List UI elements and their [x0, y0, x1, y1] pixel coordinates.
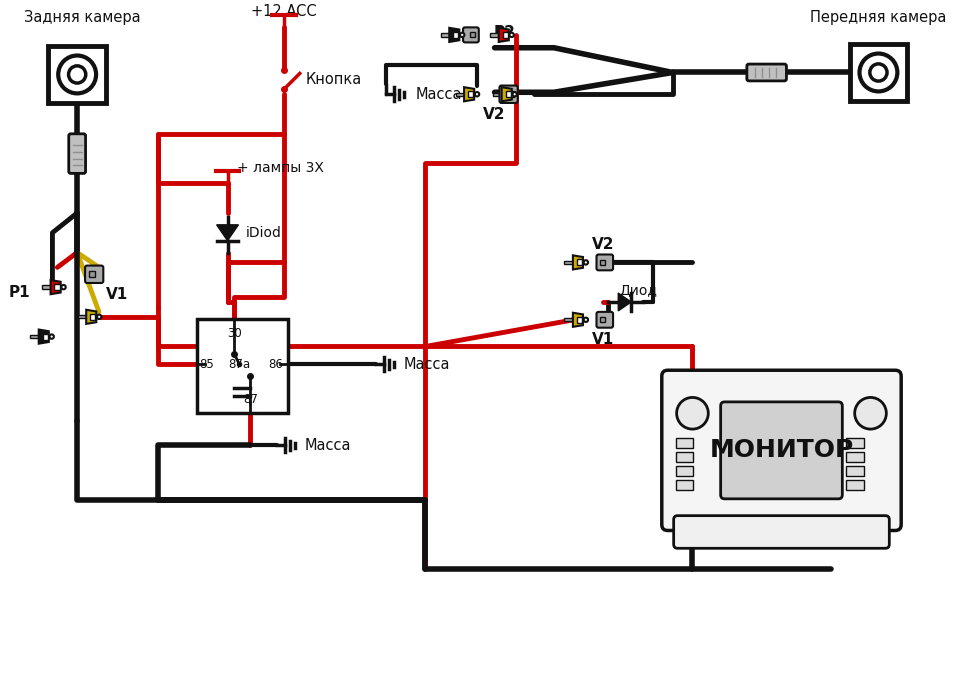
Text: 30: 30 — [228, 327, 242, 340]
Polygon shape — [38, 330, 49, 344]
Bar — [600, 317, 606, 323]
Bar — [55, 284, 60, 290]
FancyBboxPatch shape — [499, 85, 517, 103]
Bar — [676, 480, 693, 490]
Bar — [48, 46, 106, 103]
Text: 85: 85 — [200, 358, 214, 371]
Text: V1: V1 — [106, 286, 128, 302]
Bar — [847, 466, 864, 476]
Circle shape — [460, 33, 465, 37]
Bar — [503, 32, 508, 38]
Text: P2: P2 — [493, 25, 516, 41]
Bar — [564, 318, 574, 321]
Circle shape — [870, 64, 887, 81]
Circle shape — [510, 33, 514, 37]
Bar — [577, 317, 582, 323]
FancyBboxPatch shape — [674, 516, 889, 548]
Polygon shape — [573, 313, 583, 327]
Text: Масса: Масса — [403, 357, 450, 372]
Bar — [847, 480, 864, 490]
Text: 87: 87 — [243, 393, 257, 406]
Text: iDiod: iDiod — [246, 225, 281, 239]
Bar — [491, 33, 499, 36]
FancyBboxPatch shape — [596, 255, 613, 270]
Bar — [90, 314, 95, 320]
Circle shape — [61, 285, 65, 289]
Text: V1: V1 — [592, 332, 614, 347]
Circle shape — [677, 398, 708, 429]
Text: Масса: Масса — [416, 87, 462, 101]
Bar — [31, 335, 39, 338]
Polygon shape — [498, 28, 509, 42]
Circle shape — [50, 335, 54, 339]
Circle shape — [475, 92, 479, 97]
Bar — [493, 92, 502, 96]
Text: + лампы 3X: + лампы 3X — [237, 162, 324, 176]
Text: Масса: Масса — [304, 438, 351, 453]
Bar — [42, 334, 48, 340]
Text: P1: P1 — [9, 285, 31, 300]
Circle shape — [68, 66, 85, 83]
Bar — [577, 260, 582, 265]
Polygon shape — [217, 225, 238, 241]
Bar — [197, 319, 288, 413]
Bar — [508, 91, 514, 97]
Bar — [468, 91, 473, 97]
Polygon shape — [86, 310, 96, 324]
Bar — [456, 92, 465, 96]
Polygon shape — [464, 88, 474, 102]
Circle shape — [59, 55, 96, 93]
Circle shape — [584, 318, 588, 322]
Bar — [42, 286, 52, 289]
Polygon shape — [51, 280, 60, 294]
Text: Задняя камера: Задняя камера — [24, 10, 140, 25]
Polygon shape — [573, 256, 583, 270]
Bar — [78, 315, 87, 318]
Bar — [441, 33, 450, 36]
FancyBboxPatch shape — [721, 402, 842, 499]
Bar — [600, 260, 606, 265]
Polygon shape — [618, 293, 631, 311]
Bar — [850, 44, 907, 102]
Bar — [847, 452, 864, 462]
Circle shape — [859, 53, 898, 92]
Bar — [89, 272, 95, 277]
Text: МОНИТОР: МОНИТОР — [709, 438, 853, 463]
Circle shape — [584, 260, 588, 265]
FancyBboxPatch shape — [596, 312, 613, 328]
Text: +12 ACC: +12 ACC — [252, 4, 317, 19]
FancyBboxPatch shape — [661, 370, 901, 531]
Bar — [676, 452, 693, 462]
Circle shape — [513, 92, 516, 97]
FancyBboxPatch shape — [747, 64, 786, 81]
Text: V2: V2 — [592, 237, 614, 252]
Text: Кнопка: Кнопка — [305, 72, 362, 87]
Circle shape — [854, 398, 886, 429]
Text: 86: 86 — [269, 358, 283, 371]
Circle shape — [97, 314, 102, 319]
Text: Передняя камера: Передняя камера — [810, 10, 947, 25]
Bar — [470, 32, 475, 37]
Text: V2: V2 — [484, 106, 506, 122]
Bar — [564, 260, 574, 264]
Bar — [847, 438, 864, 449]
Bar — [676, 466, 693, 476]
FancyBboxPatch shape — [85, 265, 104, 283]
Polygon shape — [502, 88, 512, 102]
Text: 87a: 87a — [228, 358, 251, 371]
FancyBboxPatch shape — [69, 134, 85, 174]
Text: Диод: Диод — [619, 283, 657, 297]
Bar — [506, 91, 511, 97]
Bar — [453, 32, 458, 38]
FancyBboxPatch shape — [463, 27, 479, 43]
Polygon shape — [449, 28, 459, 42]
Bar — [676, 438, 693, 449]
